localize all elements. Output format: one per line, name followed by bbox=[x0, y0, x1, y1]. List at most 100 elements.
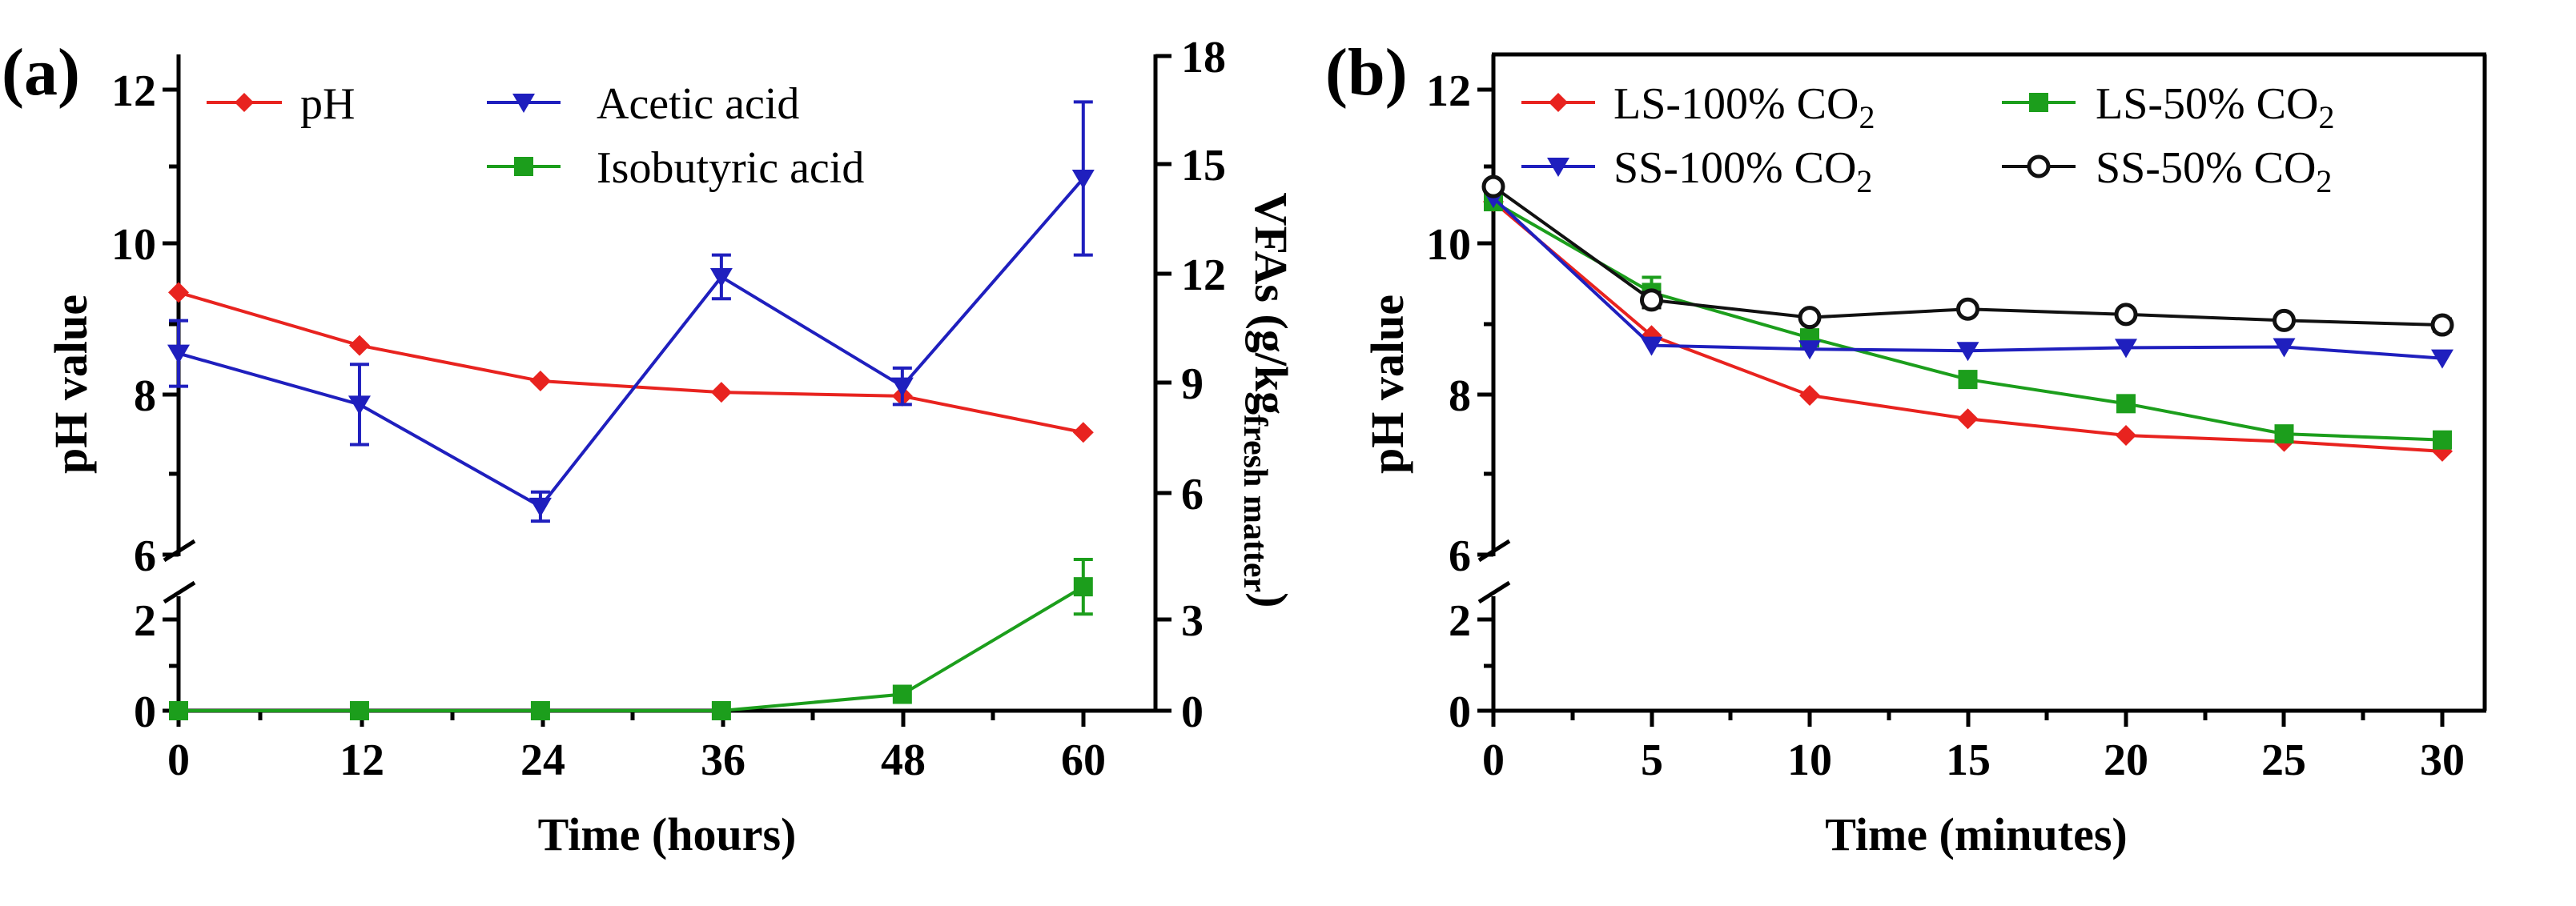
data-point bbox=[349, 701, 369, 720]
series-0 bbox=[168, 282, 1094, 443]
panel-b-x-tick-label: 5 bbox=[1641, 736, 1663, 785]
panel-b-x-tick-label: 0 bbox=[1482, 736, 1505, 785]
data-point bbox=[348, 395, 371, 415]
panel-a-y-tick-label: 10 bbox=[111, 220, 156, 270]
legend-marker-diamond-icon bbox=[235, 93, 254, 112]
panel-a-label: (a) bbox=[2, 35, 80, 110]
legend-label: Acetic acid bbox=[597, 79, 799, 129]
legend-marker-triangle-down-icon bbox=[512, 94, 535, 113]
data-point bbox=[1956, 342, 1979, 362]
data-point bbox=[1481, 174, 1505, 198]
data-point bbox=[1798, 340, 1821, 360]
data-point bbox=[2273, 338, 2296, 358]
data-point bbox=[709, 267, 733, 287]
panel-a-y2-tick-label: 0 bbox=[1181, 688, 1204, 737]
panel-a-y-tick-label: 2 bbox=[134, 596, 156, 646]
panel-b-x-tick-label: 10 bbox=[1787, 736, 1832, 785]
panel-b-x-tick-label: 15 bbox=[1946, 736, 1991, 785]
panel-a-right-ticks bbox=[1155, 54, 1171, 713]
legend-entry-ls-100: LS-100% CO2 bbox=[1521, 79, 1875, 135]
panel-a-y-tick-label: 8 bbox=[134, 371, 156, 421]
data-point bbox=[167, 344, 190, 364]
panel-b-label: (b) bbox=[1325, 35, 1408, 110]
legend-label: LS-100% CO2 bbox=[1614, 79, 1875, 135]
panel-a-x-axis-label: Time (hours) bbox=[538, 808, 797, 860]
panel-b: (b) 0 2 6 8 10 12 bbox=[1325, 35, 2487, 860]
panel-a-y2-label-main: VFAs (g/kg bbox=[1245, 193, 1297, 415]
series-line bbox=[179, 585, 1084, 712]
data-point bbox=[1072, 422, 1094, 443]
data-point bbox=[2431, 349, 2453, 369]
panel-a-x-tick-label: 60 bbox=[1061, 736, 1106, 785]
panel-a-y-axis-label: pH value bbox=[45, 295, 97, 474]
data-point bbox=[1799, 384, 1820, 406]
panel-b-y-tick-label: 0 bbox=[1449, 688, 1471, 737]
panel-a-x-tick-label: 12 bbox=[340, 736, 384, 785]
data-point bbox=[1956, 297, 1979, 321]
panel-a-y2-label-sub: fresh matter bbox=[1236, 415, 1273, 592]
panel-b-x-tick-label: 30 bbox=[2420, 736, 2465, 785]
panel-a-y2-tick-label: 18 bbox=[1181, 33, 1226, 82]
data-point bbox=[1958, 370, 1978, 390]
series-line bbox=[178, 291, 1084, 435]
legend-label: SS-50% CO2 bbox=[2096, 143, 2332, 199]
data-point bbox=[530, 701, 550, 720]
panel-b-y-tick-label: 10 bbox=[1426, 220, 1471, 270]
data-point bbox=[892, 684, 912, 704]
panel-b-y-tick-label: 12 bbox=[1426, 66, 1471, 116]
series-2 bbox=[169, 557, 1093, 720]
panel-a-y2-tick-label: 12 bbox=[1181, 251, 1226, 300]
panel-a-y-tick-label: 6 bbox=[134, 531, 156, 581]
legend-entry-acetic-acid: Acetic acid bbox=[487, 79, 799, 129]
series-1 bbox=[167, 100, 1095, 523]
panel-a: (a) 0 2 6 8 10 12 bbox=[2, 33, 1297, 860]
data-point bbox=[2114, 303, 2138, 327]
panel-a-legend: pH Acetic acid Isobutyric acid bbox=[207, 79, 864, 193]
data-point bbox=[711, 701, 731, 720]
series-3 bbox=[1481, 174, 2454, 337]
data-point bbox=[1798, 306, 1822, 330]
panel-a-x-tick-label: 36 bbox=[701, 736, 745, 785]
data-point bbox=[1640, 288, 1663, 312]
panel-b-legend: LS-100% CO2 SS-100% CO2 LS-50% CO2 SS-50… bbox=[1521, 79, 2334, 199]
legend-entry-ls-50: LS-50% CO2 bbox=[2002, 79, 2334, 135]
panel-b-x-ticks bbox=[1491, 711, 2445, 727]
series-line bbox=[178, 177, 1085, 509]
panel-b-left-ticks bbox=[1477, 87, 1493, 713]
panel-b-y-tick-label: 6 bbox=[1449, 531, 1471, 581]
panel-a-y2-label-close: ) bbox=[1245, 592, 1297, 607]
series-line bbox=[1492, 196, 2443, 360]
panel-a-x-ticks bbox=[176, 711, 1086, 727]
data-point bbox=[890, 377, 914, 397]
data-point bbox=[348, 335, 370, 356]
panel-a-y-tick-label: 0 bbox=[134, 688, 156, 737]
legend-label: Isobutyric acid bbox=[597, 143, 864, 193]
panel-a-y2-tick-label: 6 bbox=[1181, 470, 1204, 519]
legend-marker-triangle-down-icon bbox=[1547, 158, 1569, 177]
panel-a-x-tick-label: 0 bbox=[167, 736, 190, 785]
panel-a-y2-tick-label: 3 bbox=[1181, 596, 1204, 646]
data-point bbox=[1640, 336, 1663, 356]
legend-label: pH bbox=[300, 79, 355, 129]
legend-marker-diamond-icon bbox=[1549, 93, 1568, 112]
panel-b-x-tick-label: 20 bbox=[2104, 736, 2148, 785]
data-point bbox=[1073, 577, 1093, 597]
data-point bbox=[2115, 339, 2137, 359]
legend-marker-square-icon bbox=[2029, 93, 2048, 112]
panel-b-x-tick-label: 25 bbox=[2261, 736, 2306, 785]
data-point bbox=[710, 382, 732, 403]
panel-b-plot-area bbox=[1481, 174, 2454, 462]
panel-a-y-tick-label: 12 bbox=[111, 66, 156, 116]
data-point bbox=[528, 497, 552, 517]
series-0 bbox=[1483, 191, 2453, 462]
data-point bbox=[529, 370, 551, 391]
panel-a-y2-tick-label: 9 bbox=[1181, 359, 1204, 409]
data-point bbox=[2274, 424, 2294, 444]
legend-entry-ph: pH bbox=[207, 79, 355, 129]
panel-b-y-tick-label: 2 bbox=[1449, 596, 1471, 646]
legend-entry-ss-50: SS-50% CO2 bbox=[2002, 143, 2332, 199]
panel-b-y-tick-label: 8 bbox=[1449, 371, 1471, 421]
data-point bbox=[2430, 313, 2454, 337]
panel-a-x-tick-label: 24 bbox=[520, 736, 565, 785]
